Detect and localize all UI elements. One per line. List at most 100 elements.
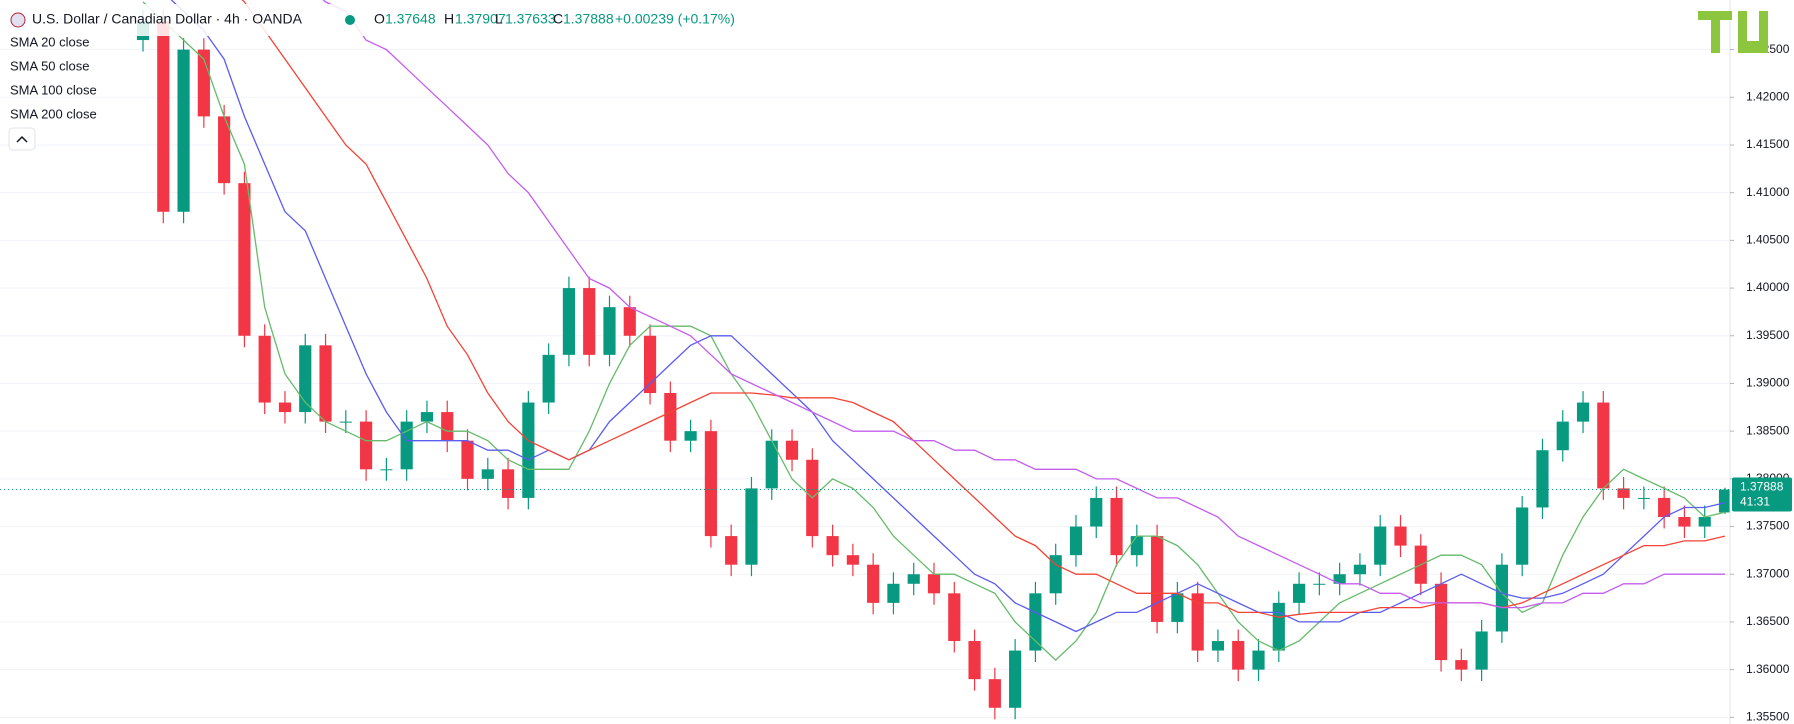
candle-body <box>725 536 738 565</box>
candle-body <box>400 421 413 470</box>
close-label: C <box>553 11 563 27</box>
candle-body <box>258 335 271 403</box>
candle-body <box>1576 402 1590 422</box>
candle-body <box>1009 650 1022 708</box>
candle-body <box>664 393 677 441</box>
high-label: H <box>444 11 454 27</box>
candle-body <box>1374 526 1387 565</box>
candle-body <box>603 307 616 355</box>
candle-body <box>846 555 859 565</box>
last-price-box <box>1732 477 1792 512</box>
candle-body <box>501 469 515 498</box>
candle-body <box>1151 536 1164 622</box>
candle-body <box>1678 517 1691 527</box>
price-axis: 1.355001.360001.365001.370001.375001.380… <box>1730 42 1792 723</box>
legend-entry: SMA 100 close <box>10 82 97 97</box>
candle-body <box>887 583 900 603</box>
candle-body <box>583 288 596 355</box>
sma-line <box>322 0 1725 609</box>
sma-line <box>142 1 1726 661</box>
candle-body <box>867 564 880 603</box>
y-tick-label: 1.39000 <box>1746 376 1790 390</box>
candle-body <box>1171 593 1184 622</box>
candle-body <box>765 440 778 489</box>
low-value: 1.37633 <box>505 11 556 27</box>
plot-area <box>0 0 1730 720</box>
candle-body <box>420 412 434 422</box>
candle-body <box>1617 488 1630 498</box>
candle-body <box>339 421 352 423</box>
candle-body <box>461 440 474 479</box>
candle-body <box>1090 497 1103 527</box>
candle-body <box>1698 517 1711 527</box>
candle-body <box>1272 602 1285 651</box>
candle-body <box>542 354 555 403</box>
candle-body <box>1495 564 1508 632</box>
candle-body <box>157 20 170 212</box>
candle-body <box>441 412 454 441</box>
candle-body <box>360 421 373 470</box>
candle-body <box>948 593 961 642</box>
legend: SMA 20 close SMA 50 close SMA 100 close SMA… <box>10 34 97 121</box>
candle-body <box>1394 526 1407 546</box>
y-tick-label: 1.37500 <box>1746 519 1790 533</box>
candle-body <box>1029 593 1042 651</box>
candle-body <box>623 307 636 336</box>
candle-body <box>1211 641 1225 651</box>
candle-body <box>522 402 535 498</box>
candle-body <box>1292 583 1306 603</box>
candle-body <box>238 183 251 336</box>
candle-body <box>1536 450 1549 508</box>
candle-body <box>1434 583 1448 661</box>
y-tick-label: 1.42000 <box>1746 89 1790 103</box>
y-tick-label: 1.40500 <box>1746 233 1790 247</box>
candle-body <box>785 440 799 460</box>
candle-body <box>299 345 312 413</box>
close-value: 1.37888 <box>563 11 614 27</box>
candle-body <box>907 574 920 584</box>
candle-body <box>684 431 697 441</box>
y-tick-label: 1.39500 <box>1746 328 1790 342</box>
candle-body <box>177 49 190 212</box>
candle-body <box>562 288 576 355</box>
candle-body <box>704 431 717 537</box>
y-tick-label: 1.36000 <box>1746 662 1790 676</box>
flag-icon <box>10 12 26 28</box>
grid <box>0 49 1730 718</box>
candle-body <box>481 469 494 479</box>
candle-body <box>1597 402 1610 489</box>
logo <box>1698 11 1768 53</box>
header: U.S. Dollar / Canadian Dollar · 4h · OAN… <box>0 4 740 36</box>
candle-body <box>1313 583 1326 585</box>
candle-body <box>745 488 758 565</box>
candle-body <box>1252 650 1265 670</box>
y-tick-label: 1.37000 <box>1746 566 1790 580</box>
candle-body <box>988 679 1001 708</box>
collapse-icon <box>16 135 28 143</box>
candle-body <box>278 402 292 413</box>
y-tick-label: 1.38500 <box>1746 423 1790 437</box>
market-status <box>345 15 355 25</box>
legend-entry: SMA 20 close <box>10 34 90 49</box>
symbol-title: U.S. Dollar / Canadian Dollar · 4h · OAN… <box>32 11 303 27</box>
candle-body <box>826 536 839 556</box>
y-tick-label: 1.35500 <box>1746 709 1790 723</box>
candle-body <box>968 641 981 680</box>
candle-body <box>1658 497 1671 518</box>
low-label: L <box>495 11 503 27</box>
last-price-label: 1.37888 <box>1740 480 1784 494</box>
collapse-button-bg[interactable] <box>8 127 36 151</box>
candle-body <box>1516 507 1529 565</box>
candle-body <box>1130 536 1143 556</box>
collapse-button[interactable] <box>8 127 36 151</box>
y-tick-label: 1.36500 <box>1746 614 1790 628</box>
logo-part <box>1711 11 1720 53</box>
candle-body <box>1718 489 1730 513</box>
candle-body <box>643 335 657 394</box>
candle-body <box>380 469 393 471</box>
y-tick-label: 1.41000 <box>1746 185 1790 199</box>
legend-entry: SMA 50 close <box>10 58 90 73</box>
